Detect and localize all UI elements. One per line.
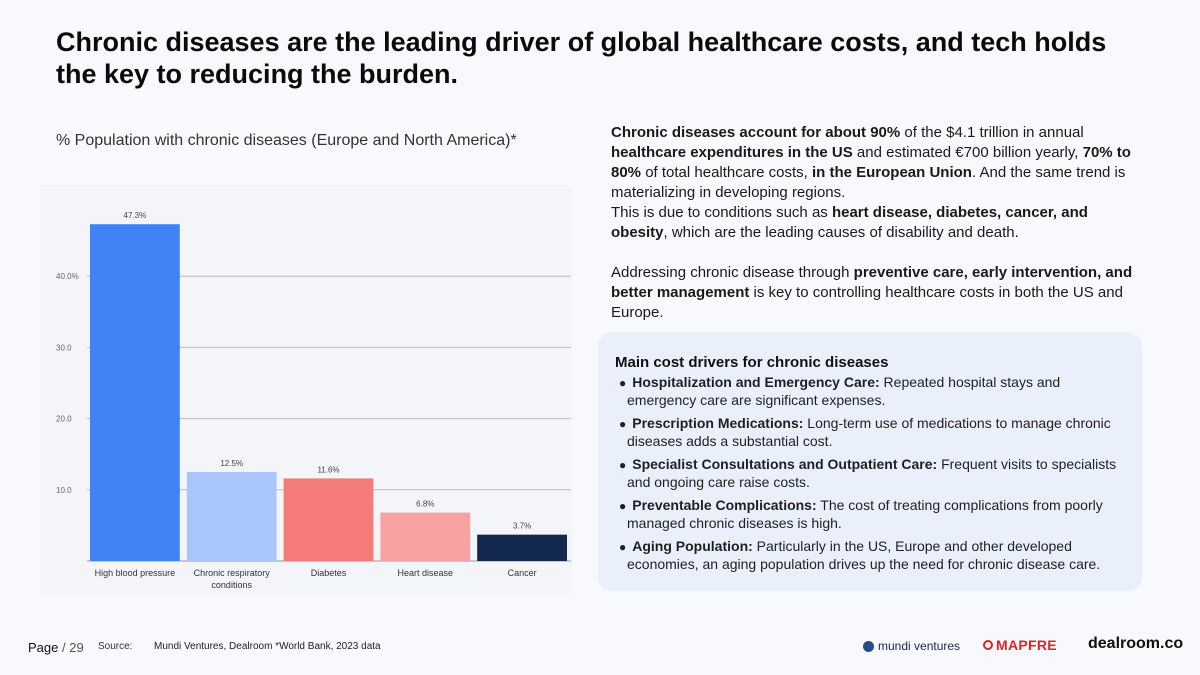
- p1-segment-1: of the $4.1 trillion in annual: [900, 124, 1084, 141]
- data-label: 3.7%: [513, 522, 531, 531]
- paragraph-costs: Chronic diseases account for about 90% o…: [611, 123, 1141, 203]
- p2-segment-2: , which are the leading causes of disabi…: [663, 224, 1019, 241]
- bullet-icon: ●: [619, 376, 627, 390]
- cost-driver-item: ● Hospitalization and Emergency Care: Rep…: [615, 374, 1124, 409]
- p1-segment-6: in the European Union: [811, 164, 972, 181]
- p1-segment-4: 70% to 80%: [611, 144, 1131, 181]
- cost-driver-label: Prescription Medications:: [632, 415, 804, 431]
- page-number: Page / 29: [28, 640, 84, 655]
- bullet-icon: ●: [619, 458, 627, 472]
- cost-driver-label: Specialist Consultations and Outpatient …: [632, 456, 938, 472]
- bullet-icon: ●: [619, 540, 627, 554]
- y-tick-label: 10.0: [56, 486, 72, 495]
- cost-driver-text: Long-term use of medications to manage c…: [627, 415, 1111, 449]
- paragraph-conditions: This is due to conditions such as heart …: [611, 203, 1141, 243]
- cost-driver-text: Repeated hospital stays and emergency ca…: [627, 374, 1061, 408]
- chart-panel: % Population with chronic diseases (Euro…: [40, 112, 572, 595]
- p1-segment-3: and estimated €700 billion yearly,: [852, 144, 1083, 161]
- dealroom-logo: dealroom.co: [1088, 635, 1184, 652]
- x-tick-label: Cancer: [508, 568, 537, 578]
- cost-driver-label: Preventable Complications:: [632, 497, 817, 513]
- cost-driver-item: ● Preventable Complications: The cost of …: [615, 497, 1124, 532]
- paragraph-prevention: Addressing chronic disease through preve…: [611, 263, 1141, 323]
- cost-driver-text: Particularly in the US, Europe and other…: [627, 538, 1101, 572]
- bullet-icon: ●: [619, 499, 627, 513]
- bar-chart: 10.0 20.0 30.0 40.0% 47.3% High blood pressur…: [40, 185, 572, 595]
- globe-icon: [863, 640, 874, 652]
- footer: Page / 29 Source: Mundi Ventures, Dealro…: [0, 628, 1200, 668]
- p1-segment-5: of total healthcare costs,: [641, 164, 812, 181]
- chart-subtitle: % Population with chronic diseases (Euro…: [56, 132, 517, 149]
- mundi-ventures-logo: mundi ventures: [863, 639, 960, 653]
- cost-driver-text: The cost of treating complications from …: [627, 497, 1103, 531]
- p1-segment-2: healthcare expenditures in the US: [611, 144, 853, 161]
- data-label: 12.5%: [220, 459, 243, 468]
- source-label: Source:: [98, 641, 133, 652]
- p3-segment-1: preventive care, early intervention, and…: [611, 264, 1133, 301]
- cost-driver-item: ● Aging Population: Particularly in the U…: [615, 538, 1124, 573]
- data-label: 11.6%: [317, 465, 339, 474]
- cost-drivers-box: Main cost drivers for chronic diseases ●…: [598, 332, 1142, 591]
- x-tick-label: Diabetes: [311, 568, 347, 578]
- p2-segment-0: This is due to conditions such as: [611, 204, 832, 221]
- cost-driver-label: Hospitalization and Emergency Care:: [632, 374, 880, 390]
- cost-drivers-title: Main cost drivers for chronic diseases: [615, 354, 889, 371]
- summary-text: Chronic diseases account for about 90% o…: [611, 123, 1141, 323]
- data-label: 47.3%: [124, 211, 147, 220]
- bar-heart-disease: [380, 512, 471, 561]
- page-title: Chronic diseases are the leading driver …: [56, 27, 1107, 89]
- mapfre-mark-icon: [983, 640, 993, 650]
- y-tick-label: 20.0: [56, 415, 72, 424]
- p1-segment-7: . And the same trend is materializing in…: [611, 164, 1126, 201]
- cost-driver-label: Aging Population:: [632, 538, 753, 554]
- cost-driver-text: Frequent visits to specialists and ongoi…: [627, 456, 1117, 490]
- y-tick-label: 30.0: [56, 343, 72, 352]
- p3-segment-2: is key to controlling healthcare costs i…: [611, 284, 1123, 321]
- x-tick-label: Heart disease: [398, 568, 454, 578]
- p3-segment-0: Addressing chronic disease through: [611, 264, 854, 281]
- bar-chronic-respiratory-conditions: [186, 472, 277, 561]
- source-text: Mundi Ventures, Dealroom *World Bank, 20…: [154, 641, 381, 652]
- cost-driver-item: ● Prescription Medications: Long-term use…: [615, 415, 1124, 450]
- cost-drivers-list: ● Hospitalization and Emergency Care: Rep…: [615, 374, 1124, 573]
- data-label: 6.8%: [416, 500, 434, 509]
- bar-diabetes: [283, 478, 374, 561]
- cost-driver-item: ● Specialist Consultations and Outpatient…: [615, 456, 1124, 491]
- mapfre-logo: MAPFRE: [983, 637, 1057, 653]
- bar-cancer: [477, 534, 567, 561]
- x-tick-label: conditions: [211, 580, 252, 590]
- bar-high-blood-pressure: [90, 224, 180, 561]
- bullet-icon: ●: [619, 417, 627, 431]
- p2-segment-1: heart disease, diabetes, cancer, and obe…: [611, 204, 1088, 241]
- x-tick-label: High blood pressure: [95, 568, 176, 578]
- p1-segment-0: Chronic diseases account for about 90%: [611, 124, 901, 141]
- y-tick-label: 40.0%: [56, 272, 79, 281]
- x-tick-label: Chronic respiratory: [194, 568, 271, 578]
